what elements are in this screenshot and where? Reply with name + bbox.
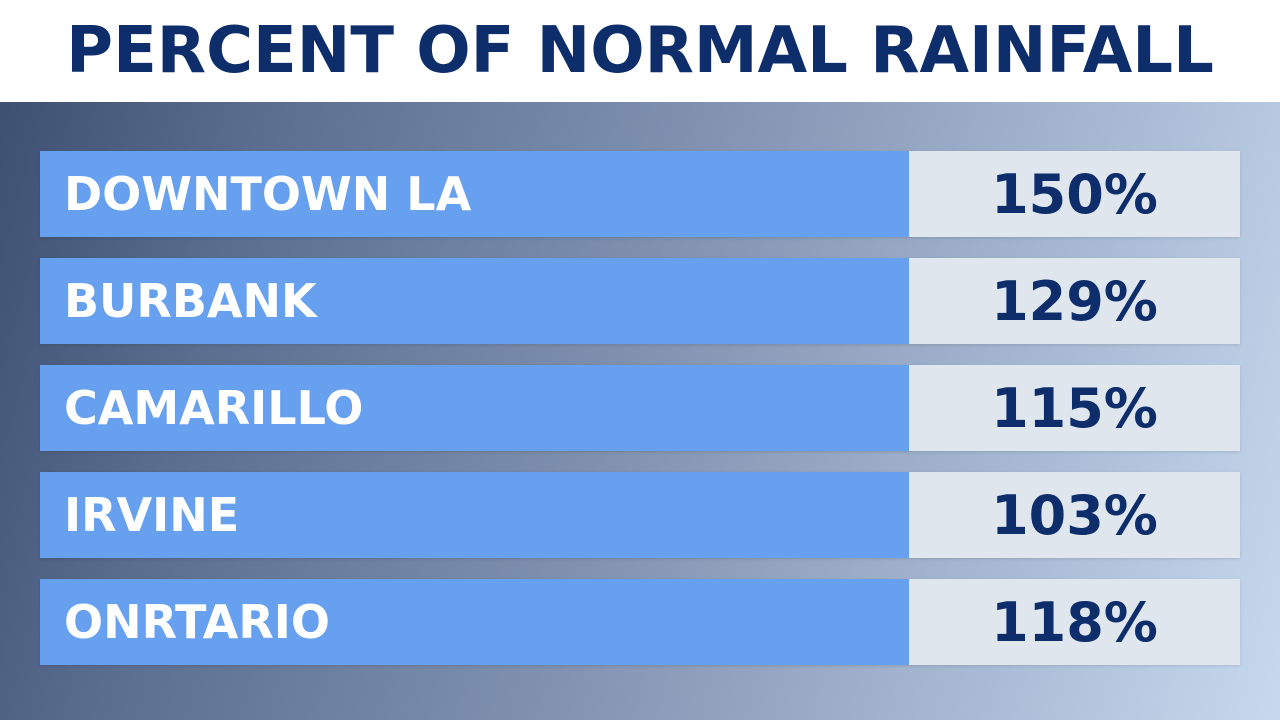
table-row: BURBANK 129%: [40, 258, 1240, 344]
table-row: ONRTARIO 118%: [40, 579, 1240, 665]
city-cell: BURBANK: [40, 258, 909, 344]
title-banner: PERCENT OF NORMAL RAINFALL: [0, 0, 1280, 102]
percent-value: 150%: [991, 162, 1158, 226]
value-cell: 103%: [909, 472, 1240, 558]
city-cell: ONRTARIO: [40, 579, 909, 665]
percent-value: 103%: [991, 483, 1158, 547]
percent-value: 115%: [991, 376, 1158, 440]
table-row: IRVINE 103%: [40, 472, 1240, 558]
value-cell: 118%: [909, 579, 1240, 665]
city-label: ONRTARIO: [64, 595, 331, 649]
value-cell: 129%: [909, 258, 1240, 344]
table-row: CAMARILLO 115%: [40, 365, 1240, 451]
percent-value: 129%: [991, 269, 1158, 333]
city-cell: CAMARILLO: [40, 365, 909, 451]
percent-value: 118%: [991, 590, 1158, 654]
value-cell: 115%: [909, 365, 1240, 451]
rainfall-table: DOWNTOWN LA 150% BURBANK 129% CAMARILLO …: [40, 151, 1240, 665]
city-label: DOWNTOWN LA: [64, 167, 472, 221]
city-cell: DOWNTOWN LA: [40, 151, 909, 237]
city-label: BURBANK: [64, 274, 317, 328]
city-cell: IRVINE: [40, 472, 909, 558]
page-title: PERCENT OF NORMAL RAINFALL: [66, 14, 1214, 88]
table-row: DOWNTOWN LA 150%: [40, 151, 1240, 237]
city-label: IRVINE: [64, 488, 240, 542]
city-label: CAMARILLO: [64, 381, 364, 435]
value-cell: 150%: [909, 151, 1240, 237]
